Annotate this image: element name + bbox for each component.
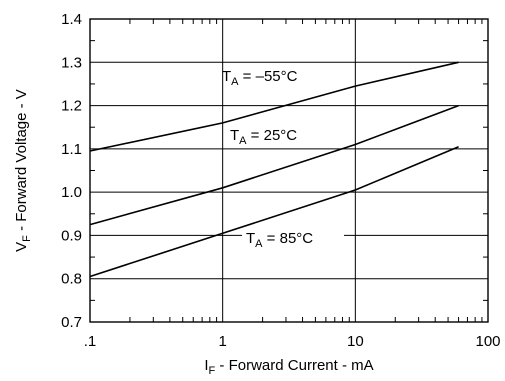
y-tick-label: 0.9 [61,227,82,244]
series-label-layer: TA = –55°CTA = 25°CTA = 85°C [222,68,344,250]
tick-layer: 0.7 0.8 0.9 1.0 1.1 1.2 1.3 1.4 .1 1 10 100 [61,11,500,350]
series-label-text: = –55°C [239,68,298,85]
y-tick-label: 1.2 [61,98,82,115]
y-axis-title-symbol: V [13,242,30,252]
x-axis-title: IF - Forward Current - mA [204,357,373,376]
grid-layer [90,19,488,322]
x-axis-title-text: - Forward Current - mA [215,357,373,374]
series-label-background [242,228,344,250]
y-axis-title-text: - Forward Voltage - V [13,89,30,235]
x-axis-title-symbol: I [204,357,208,374]
series-label-1: TA = –55°C [222,68,298,88]
y-tick-label: 0.8 [61,271,82,288]
y-axis-title-subscript: F [21,235,33,242]
y-tick-label: 0.7 [61,314,82,331]
x-axis-title-subscript: F [209,365,216,376]
series-label-3: TA = 85°C [246,230,313,250]
series-label-text: = 85°C [263,230,314,247]
series-label-2: TA = 25°C [230,127,297,147]
y-tick-label: 1.1 [61,141,82,158]
series-line-2 [89,104,459,226]
series-label-text: = 25°C [247,127,298,144]
y-axis-title: VF - Forward Voltage - V [13,89,33,252]
y-tick-label: 1.4 [61,11,82,28]
y-tick-label: 1.3 [61,54,82,71]
y-tick-label: 1.0 [61,184,82,201]
x-tick-label: 10 [347,333,364,350]
series-layer [89,61,459,278]
series-label-subscript: A [231,76,239,88]
x-tick-label: .1 [84,333,97,350]
series-label-symbol: T [230,127,239,144]
x-tick-label: 100 [475,333,500,350]
series-line-1 [89,61,459,152]
series-line-3 [89,145,459,278]
series-label-subscript: A [239,135,247,147]
series-label-symbol: T [246,230,255,247]
plot-frame [89,18,489,323]
series-label-symbol: T [222,68,231,85]
series-label-subscript: A [255,238,263,250]
x-tick-label: 1 [218,333,226,350]
